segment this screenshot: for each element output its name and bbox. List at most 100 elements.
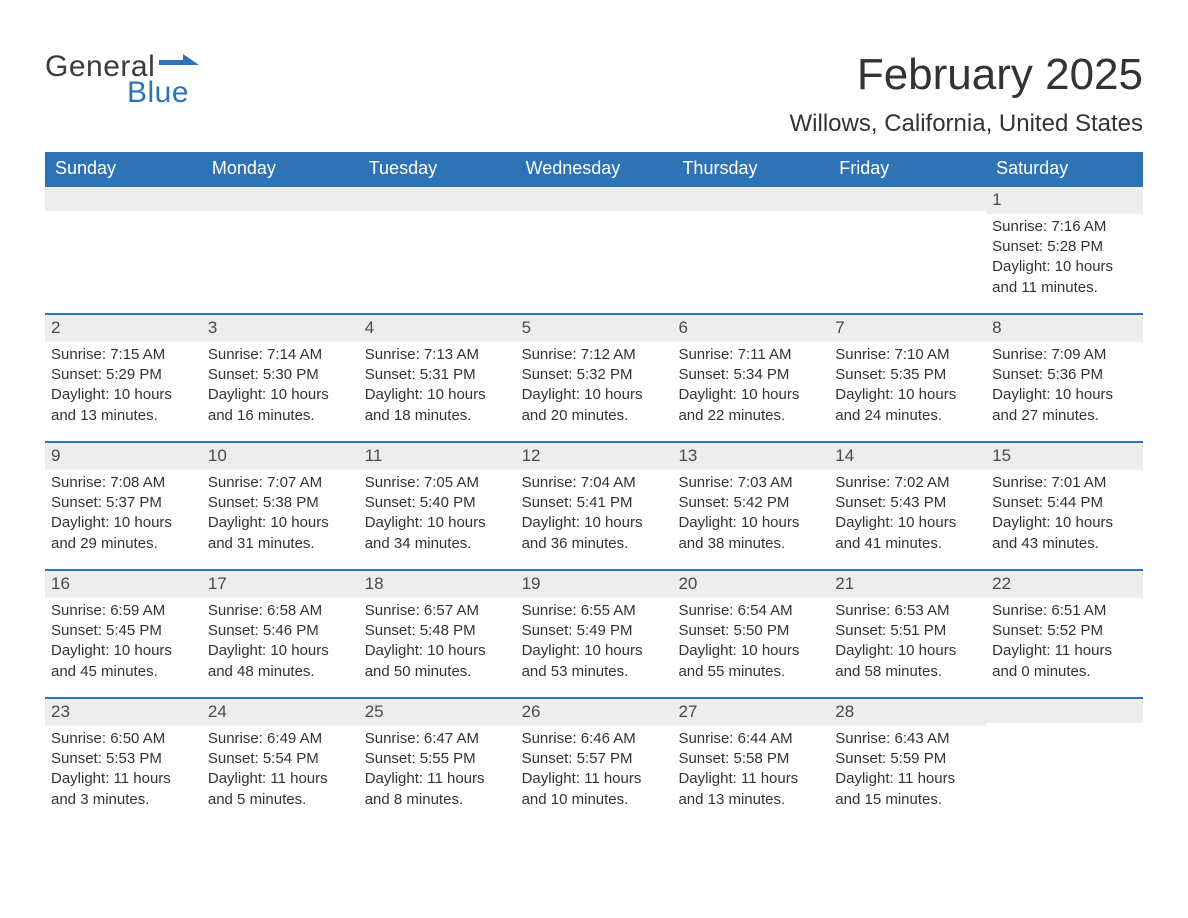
sunrise-text: Sunrise: 7:05 AM [365, 473, 512, 493]
day-info: Sunrise: 7:04 AMSunset: 5:41 PMDaylight:… [520, 473, 669, 554]
day-number: 24 [202, 699, 359, 726]
day-info: Sunrise: 7:05 AMSunset: 5:40 PMDaylight:… [363, 473, 512, 554]
day-info: Sunrise: 6:53 AMSunset: 5:51 PMDaylight:… [833, 601, 982, 682]
day-number: 9 [45, 443, 202, 470]
day-info: Sunrise: 6:54 AMSunset: 5:50 PMDaylight:… [676, 601, 825, 682]
sunset-text: Sunset: 5:53 PM [51, 749, 198, 769]
day-cell: 13Sunrise: 7:03 AMSunset: 5:42 PMDayligh… [672, 443, 829, 569]
day-info: Sunrise: 6:51 AMSunset: 5:52 PMDaylight:… [990, 601, 1139, 682]
daylight-text: Daylight: 10 hours and 38 minutes. [678, 513, 825, 554]
day-cell: 16 Sunrise: 6:59 AMSunset: 5:45 PMDayligh… [45, 571, 202, 697]
day-cell: 18Sunrise: 6:57 AMSunset: 5:48 PMDayligh… [359, 571, 516, 697]
sunrise-text: Sunrise: 6:44 AM [678, 729, 825, 749]
day-cell: 26Sunrise: 6:46 AMSunset: 5:57 PMDayligh… [516, 699, 673, 825]
sunset-text: Sunset: 5:44 PM [992, 493, 1139, 513]
sunset-text: Sunset: 5:38 PM [208, 493, 355, 513]
day-info: Sunrise: 7:14 AMSunset: 5:30 PMDaylight:… [206, 345, 355, 426]
day-cell [516, 187, 673, 313]
sunset-text: Sunset: 5:57 PM [522, 749, 669, 769]
daylight-text: Daylight: 10 hours and 50 minutes. [365, 641, 512, 682]
day-info: Sunrise: 6:59 AMSunset: 5:45 PMDaylight:… [49, 601, 198, 682]
daylight-text: Daylight: 10 hours and 43 minutes. [992, 513, 1139, 554]
day-number [672, 187, 829, 211]
day-cell: 15Sunrise: 7:01 AMSunset: 5:44 PMDayligh… [986, 443, 1143, 569]
day-cell [986, 699, 1143, 825]
daylight-text: Daylight: 10 hours and 41 minutes. [835, 513, 982, 554]
day-info: Sunrise: 6:49 AMSunset: 5:54 PMDaylight:… [206, 729, 355, 810]
daylight-text: Daylight: 10 hours and 27 minutes. [992, 385, 1139, 426]
day-number: 11 [359, 443, 516, 470]
day-number: 10 [202, 443, 359, 470]
sunrise-text: Sunrise: 6:58 AM [208, 601, 355, 621]
day-number: 16 [45, 571, 202, 598]
weekday-header: Sunday [45, 152, 202, 185]
day-info: Sunrise: 7:01 AMSunset: 5:44 PMDaylight:… [990, 473, 1139, 554]
sunset-text: Sunset: 5:42 PM [678, 493, 825, 513]
weekday-header: Tuesday [359, 152, 516, 185]
day-number: 21 [829, 571, 986, 598]
weekday-header: Thursday [672, 152, 829, 185]
day-number [516, 187, 673, 211]
week-row: 1Sunrise: 7:16 AMSunset: 5:28 PMDaylight… [45, 185, 1143, 313]
sunrise-text: Sunrise: 6:50 AM [51, 729, 198, 749]
daylight-text: Daylight: 10 hours and 36 minutes. [522, 513, 669, 554]
sunrise-text: Sunrise: 7:09 AM [992, 345, 1139, 365]
day-info: Sunrise: 7:13 AMSunset: 5:31 PMDaylight:… [363, 345, 512, 426]
sunrise-text: Sunrise: 7:01 AM [992, 473, 1139, 493]
day-cell: 14 Sunrise: 7:02 AMSunset: 5:43 PMDayligh… [829, 443, 986, 569]
day-info: Sunrise: 6:46 AMSunset: 5:57 PMDaylight:… [520, 729, 669, 810]
day-number: 12 [516, 443, 673, 470]
sunset-text: Sunset: 5:29 PM [51, 365, 198, 385]
sunrise-text: Sunrise: 7:04 AM [522, 473, 669, 493]
sunset-text: Sunset: 5:50 PM [678, 621, 825, 641]
daylight-text: Daylight: 10 hours and 18 minutes. [365, 385, 512, 426]
sunset-text: Sunset: 5:59 PM [835, 749, 982, 769]
title-block: February 2025 Willows, California, Unite… [790, 50, 1143, 138]
day-cell [45, 187, 202, 313]
day-cell [359, 187, 516, 313]
daylight-text: Daylight: 10 hours and 24 minutes. [835, 385, 982, 426]
day-info: Sunrise: 6:43 AMSunset: 5:59 PMDaylight:… [833, 729, 982, 810]
daylight-text: Daylight: 11 hours and 10 minutes. [522, 769, 669, 810]
daylight-text: Daylight: 10 hours and 58 minutes. [835, 641, 982, 682]
weekday-header: Monday [202, 152, 359, 185]
day-cell: 2Sunrise: 7:15 AMSunset: 5:29 PMDaylight… [45, 315, 202, 441]
day-info: Sunrise: 6:58 AMSunset: 5:46 PMDaylight:… [206, 601, 355, 682]
day-info: Sunrise: 7:02 AMSunset: 5:43 PMDaylight:… [833, 473, 982, 554]
day-info: Sunrise: 7:10 AMSunset: 5:35 PMDaylight:… [833, 345, 982, 426]
day-number: 13 [672, 443, 829, 470]
day-cell: 5Sunrise: 7:12 AMSunset: 5:32 PMDaylight… [516, 315, 673, 441]
day-cell: 25 Sunrise: 6:47 AMSunset: 5:55 PMDayligh… [359, 699, 516, 825]
sunrise-text: Sunrise: 7:02 AM [835, 473, 982, 493]
day-number: 18 [359, 571, 516, 598]
weekday-header-row: Sunday Monday Tuesday Wednesday Thursday… [45, 152, 1143, 185]
day-info: Sunrise: 6:50 AMSunset: 5:53 PMDaylight:… [49, 729, 198, 810]
week-row: 9 Sunrise: 7:08 AMSunset: 5:37 PMDaylight… [45, 441, 1143, 569]
sunrise-text: Sunrise: 7:14 AM [208, 345, 355, 365]
week-row: 16 Sunrise: 6:59 AMSunset: 5:45 PMDayligh… [45, 569, 1143, 697]
week-row: 2Sunrise: 7:15 AMSunset: 5:29 PMDaylight… [45, 313, 1143, 441]
day-number: 23 [45, 699, 202, 726]
sunrise-text: Sunrise: 6:43 AM [835, 729, 982, 749]
day-number: 22 [986, 571, 1143, 598]
day-number: 7 [829, 315, 986, 342]
day-cell: 21 Sunrise: 6:53 AMSunset: 5:51 PMDayligh… [829, 571, 986, 697]
day-info: Sunrise: 6:47 AMSunset: 5:55 PMDaylight:… [363, 729, 512, 810]
daylight-text: Daylight: 11 hours and 8 minutes. [365, 769, 512, 810]
daylight-text: Daylight: 10 hours and 13 minutes. [51, 385, 198, 426]
day-info: Sunrise: 7:15 AMSunset: 5:29 PMDaylight:… [49, 345, 198, 426]
daylight-text: Daylight: 11 hours and 0 minutes. [992, 641, 1139, 682]
day-info: Sunrise: 7:08 AMSunset: 5:37 PMDaylight:… [49, 473, 198, 554]
day-number: 17 [202, 571, 359, 598]
weekday-header: Wednesday [516, 152, 673, 185]
sunrise-text: Sunrise: 6:57 AM [365, 601, 512, 621]
weeks-container: 1Sunrise: 7:16 AMSunset: 5:28 PMDaylight… [45, 185, 1143, 825]
day-cell: 7 Sunrise: 7:10 AMSunset: 5:35 PMDaylight… [829, 315, 986, 441]
day-number: 25 [359, 699, 516, 726]
daylight-text: Daylight: 10 hours and 31 minutes. [208, 513, 355, 554]
sunrise-text: Sunrise: 6:55 AM [522, 601, 669, 621]
day-info: Sunrise: 6:44 AMSunset: 5:58 PMDaylight:… [676, 729, 825, 810]
day-cell: 1Sunrise: 7:16 AMSunset: 5:28 PMDaylight… [986, 187, 1143, 313]
day-number: 14 [829, 443, 986, 470]
weekday-header: Friday [829, 152, 986, 185]
